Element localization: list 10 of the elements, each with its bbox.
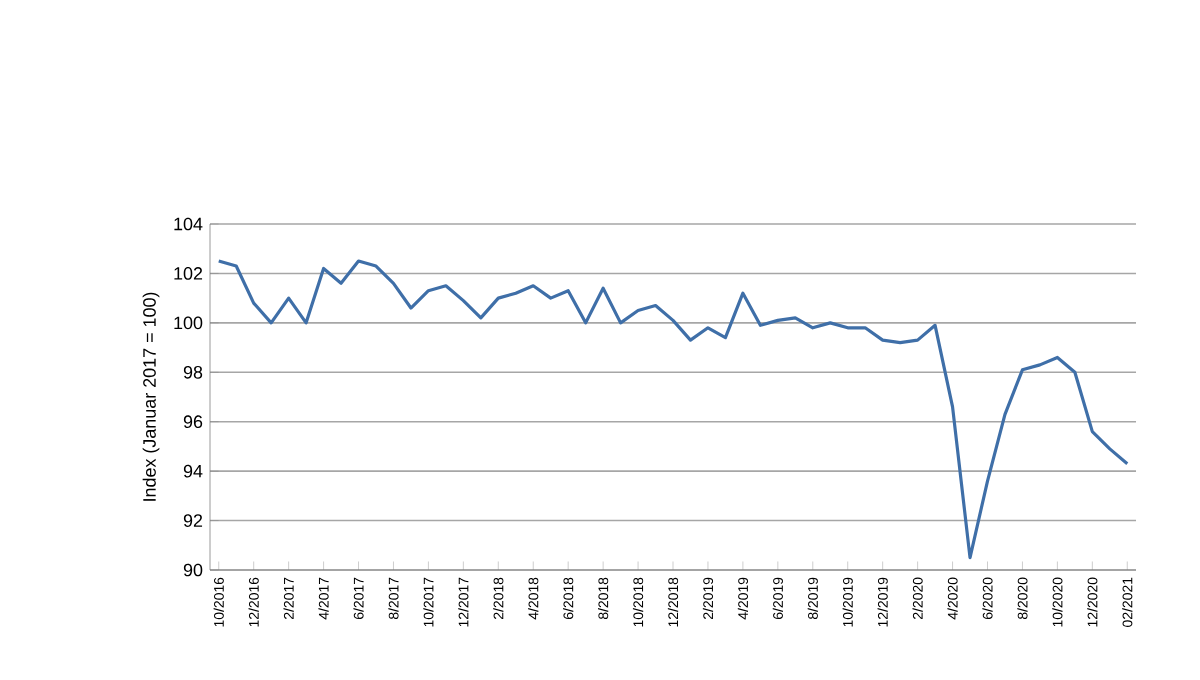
y-tick-label: 92 [183,514,203,527]
y-tick-label: 94 [183,464,203,478]
y-tick-label: 104 [174,217,203,231]
y-tick-label: 102 [174,267,203,280]
y-axis-title: Index (Januar 2017 = 100) [142,292,160,501]
y-tick-label: 98 [183,365,203,379]
y-tick-label: 96 [183,415,203,429]
y-tick-label: 100 [174,316,203,330]
y-tick-label: 90 [183,563,203,577]
line-series [217,259,1129,560]
